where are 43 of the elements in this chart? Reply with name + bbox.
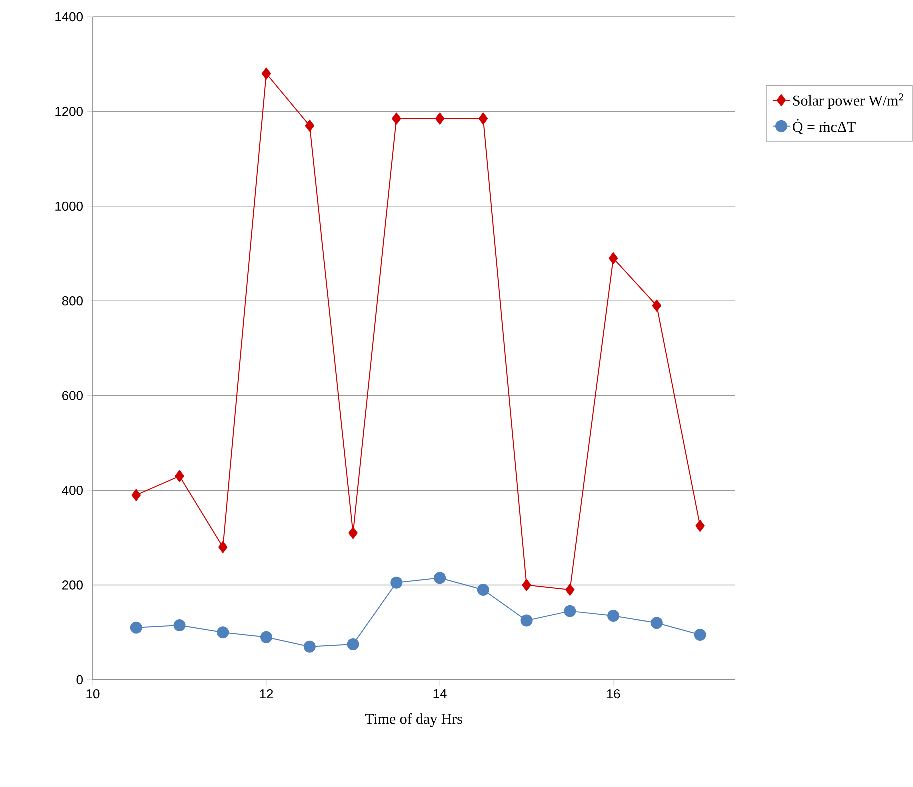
y-tick-label: 600 bbox=[62, 391, 83, 400]
point bbox=[132, 489, 142, 502]
point bbox=[217, 626, 230, 639]
point bbox=[652, 300, 662, 312]
x-tick-label: 16 bbox=[607, 690, 620, 699]
point bbox=[650, 617, 663, 630]
point bbox=[305, 120, 315, 132]
x-tick-label: 12 bbox=[260, 690, 274, 699]
point bbox=[696, 520, 705, 532]
y-tick-label: 1400 bbox=[56, 12, 83, 22]
point bbox=[566, 584, 575, 596]
y-tick-label: 400 bbox=[62, 486, 83, 496]
point bbox=[564, 605, 576, 618]
point bbox=[435, 112, 445, 125]
point bbox=[392, 112, 402, 125]
point bbox=[260, 631, 273, 644]
point bbox=[262, 68, 272, 80]
point bbox=[174, 620, 186, 632]
point bbox=[434, 572, 446, 584]
point bbox=[348, 527, 358, 540]
point bbox=[520, 614, 533, 627]
legend-label: Q̇ = ṁcΔT bbox=[793, 119, 856, 134]
y-tick-label: 0 bbox=[76, 675, 83, 685]
y-tick-label: 800 bbox=[62, 296, 83, 306]
x-tick-label: 14 bbox=[434, 690, 447, 698]
x-axis-title: Time of day Hrs bbox=[365, 714, 462, 728]
point bbox=[218, 541, 228, 554]
y-tick-label: 200 bbox=[62, 580, 83, 590]
point bbox=[608, 610, 620, 622]
point bbox=[478, 112, 488, 125]
point bbox=[304, 640, 316, 653]
point bbox=[522, 579, 532, 592]
y-tick-label: 1200 bbox=[56, 107, 83, 116]
point bbox=[694, 628, 706, 641]
y-tick-label: 1000 bbox=[56, 202, 83, 211]
point bbox=[608, 252, 618, 265]
point bbox=[130, 622, 142, 634]
point bbox=[477, 584, 490, 596]
legend-label: Solar power W/m$^{2}$ bbox=[793, 94, 904, 109]
point bbox=[390, 576, 403, 589]
point bbox=[175, 470, 184, 482]
x-tick-label: 10 bbox=[86, 690, 100, 699]
point bbox=[347, 638, 360, 650]
